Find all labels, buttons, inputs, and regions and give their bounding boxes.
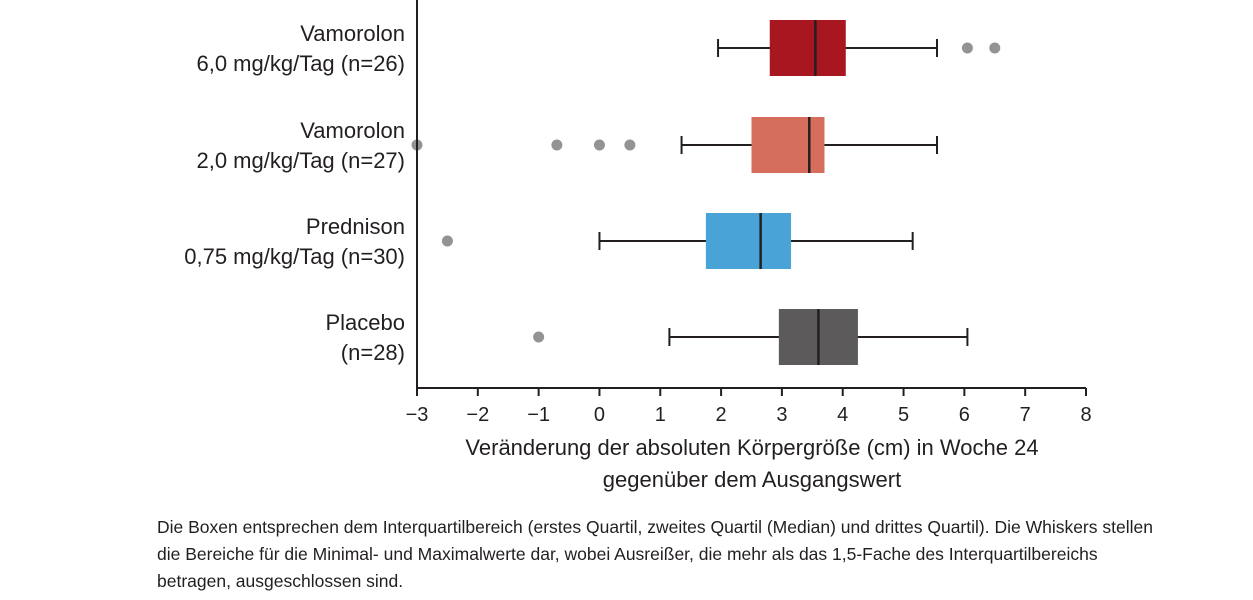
x-tick-label: 6 <box>959 404 970 426</box>
box-series-3 <box>441 213 914 269</box>
category-label-line-2: 6,0 mg/kg/Tag (n=26) <box>196 51 405 76</box>
category-label-line-1: Vamorolon <box>300 118 405 143</box>
series-layer <box>411 20 1001 365</box>
iqr-box <box>769 20 846 76</box>
category-label-line-2: (n=28) <box>341 340 405 365</box>
x-tick-label: 3 <box>776 404 787 426</box>
x-tick-label: −3 <box>406 404 429 426</box>
x-axis-label-line-1: Veränderung der absoluten Körpergröße (c… <box>465 435 1038 460</box>
iqr-box <box>705 213 792 269</box>
x-tick-label: 0 <box>594 404 605 426</box>
outlier-point <box>593 139 605 151</box>
outlier-point <box>961 42 973 54</box>
x-tick-label: 8 <box>1080 404 1091 426</box>
outlier-point <box>551 139 563 151</box>
box-series-4 <box>533 309 969 365</box>
x-axis-ticks: −3 −2 −1 0 1 2 3 4 5 6 7 8 <box>406 388 1092 426</box>
x-tick-label: −1 <box>527 404 550 426</box>
boxplot-chart: −3 −2 −1 0 1 2 3 4 5 6 7 8 Vamorolon 6,0 mg/kg/Tag (… <box>184 0 1092 492</box>
x-tick-label: 5 <box>898 404 909 426</box>
outlier-point <box>441 235 453 247</box>
category-label-line-1: Prednison <box>306 214 405 239</box>
outlier-point <box>533 331 545 343</box>
category-labels: Vamorolon 6,0 mg/kg/Tag (n=26) Vamorolon 2,… <box>184 21 405 365</box>
box-series-2 <box>411 117 938 173</box>
x-tick-label: 7 <box>1020 404 1031 426</box>
x-tick-label: 4 <box>837 404 848 426</box>
x-axis-label-line-2: gegenüber dem Ausgangswert <box>603 467 901 492</box>
iqr-box <box>751 117 825 173</box>
x-tick-label: 1 <box>655 404 666 426</box>
category-label-line-2: 0,75 mg/kg/Tag (n=30) <box>184 244 405 269</box>
outlier-point <box>624 139 636 151</box>
category-label-line-1: Placebo <box>325 310 405 335</box>
x-tick-label: 2 <box>716 404 727 426</box>
box-series-1 <box>717 20 1001 76</box>
figure-caption: Die Boxen entsprechen dem Interquartilbe… <box>157 517 1153 591</box>
outlier-point <box>989 42 1001 54</box>
x-tick-label: −2 <box>466 404 489 426</box>
category-label-line-1: Vamorolon <box>300 21 405 46</box>
category-label-line-2: 2,0 mg/kg/Tag (n=27) <box>196 148 405 173</box>
